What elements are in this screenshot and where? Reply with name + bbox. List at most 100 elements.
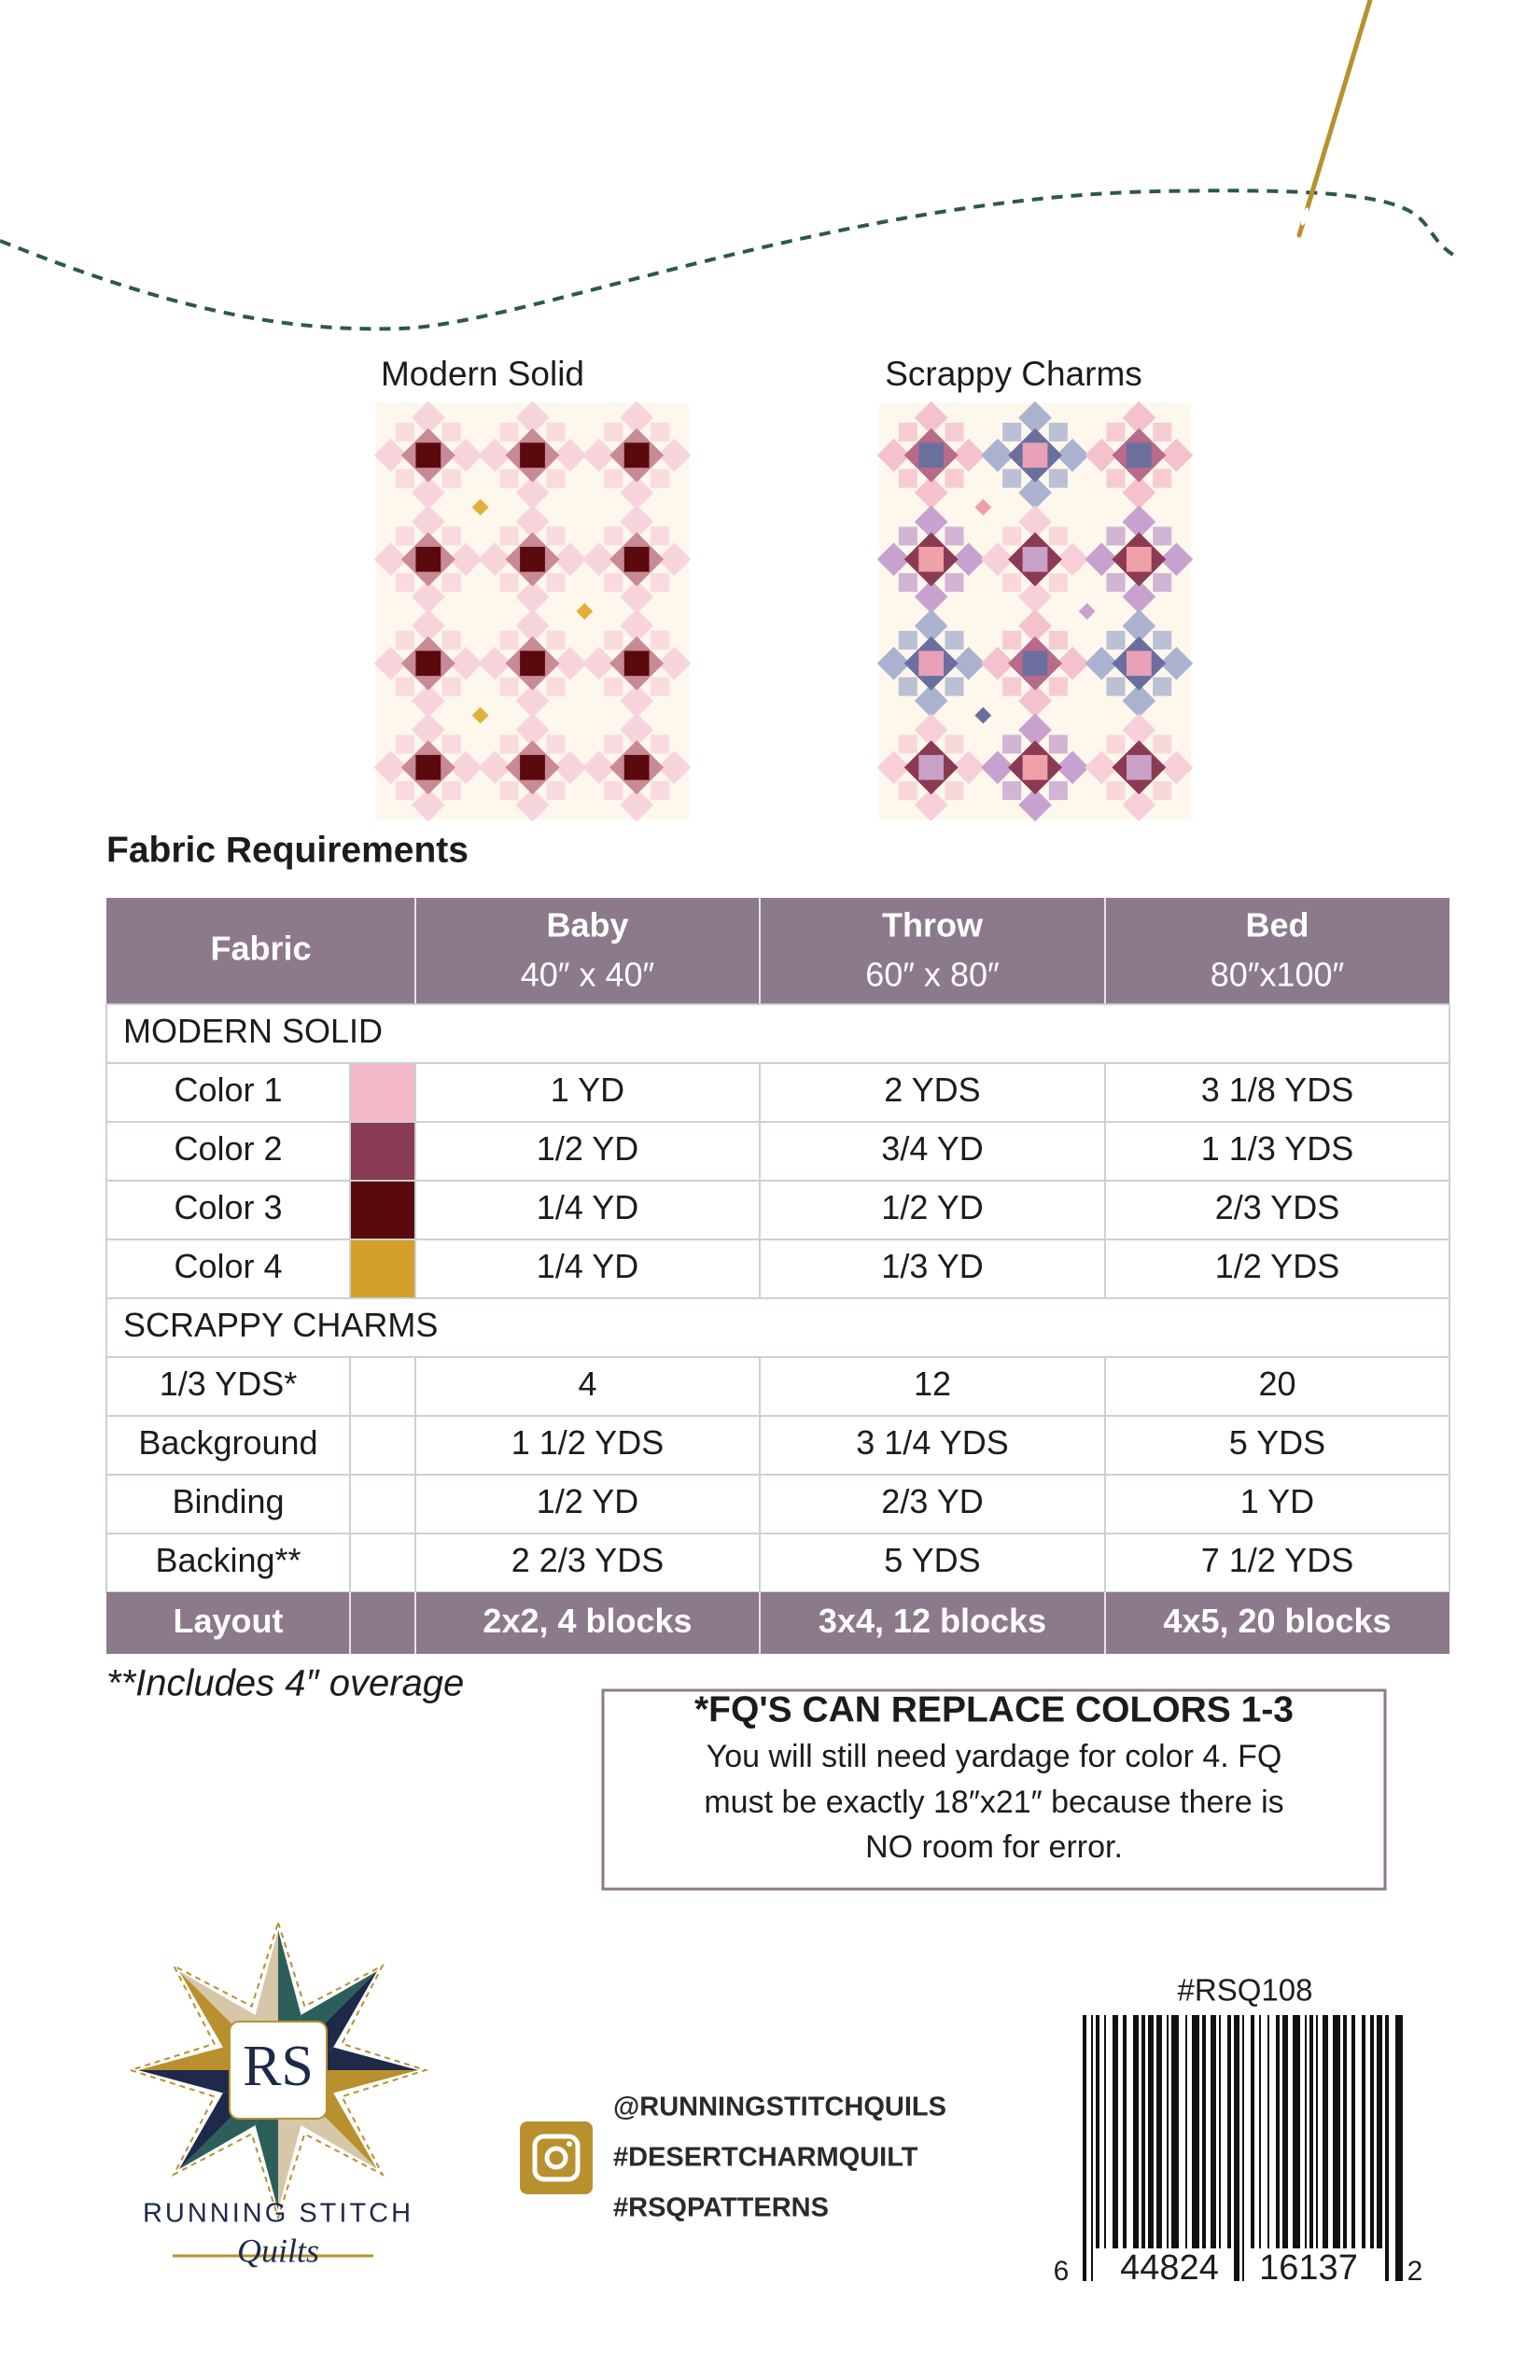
quilt-corner <box>1048 469 1068 488</box>
barcode-bar <box>1192 2015 1199 2248</box>
quilt-petal <box>1018 505 1052 539</box>
color-swatch <box>351 1123 414 1180</box>
table-header: Bed <box>1245 906 1309 945</box>
quilt-petal <box>620 788 654 822</box>
barcode-bar <box>1385 2015 1389 2281</box>
quilt-petal <box>657 646 692 680</box>
quilt-corner <box>945 422 964 441</box>
quilt-corner <box>1002 526 1022 546</box>
quilt-center <box>1126 546 1152 572</box>
quilt-corner <box>1153 630 1172 650</box>
quilt-corner <box>651 422 670 441</box>
social-handle: #RSQPATTERNS <box>613 2193 829 2223</box>
quilt-petal <box>582 750 616 785</box>
table-cell: Color 1 <box>174 1071 282 1109</box>
stitch-line <box>0 189 1458 331</box>
barcode-bar <box>1377 2015 1382 2248</box>
barcode-bar <box>1351 2015 1355 2248</box>
barcode-bar <box>1323 2015 1328 2248</box>
quilt-petal <box>914 400 948 435</box>
logo-plate <box>229 2021 328 2120</box>
quilt-center <box>415 651 441 677</box>
barcode-bar <box>1370 2015 1374 2248</box>
quilt-corner <box>1002 422 1022 441</box>
quilt-petal <box>478 542 512 577</box>
quilt-corner <box>499 735 519 754</box>
table-cell: 2 YDS <box>884 1071 980 1109</box>
quilt-corner <box>651 573 670 593</box>
quilt-corner <box>898 526 917 546</box>
table-row <box>105 1356 1450 1417</box>
logo-facet <box>178 2070 278 2170</box>
quilt-center <box>520 546 545 572</box>
quilt-corner <box>441 677 461 696</box>
quilt-petal <box>1122 684 1156 718</box>
quilt-accent <box>1078 603 1096 620</box>
barcode-bar <box>1395 2015 1403 2281</box>
table-header: Fabric <box>210 930 311 968</box>
logo-script: Quilts <box>237 2232 319 2269</box>
quilt-corner <box>945 781 964 801</box>
quilt-petal <box>1018 609 1052 643</box>
table-cell: 1 YD <box>1240 1482 1314 1520</box>
quilt-petal <box>1056 646 1089 680</box>
barcode-digits: 16137 <box>1259 2248 1358 2288</box>
quilt-corner <box>499 422 519 441</box>
barcode-bar <box>1309 2015 1313 2248</box>
quilt-corner <box>1002 781 1022 801</box>
quilt-corner <box>1048 781 1068 801</box>
table-cell: 2 2/3 YDS <box>511 1541 664 1579</box>
quilt-petal <box>478 438 512 472</box>
quilt-petal <box>449 750 483 785</box>
barcode-bar <box>1156 2015 1162 2248</box>
quilt-corner <box>499 469 519 488</box>
quilt-corner <box>546 422 566 441</box>
quilt-petal <box>553 438 587 472</box>
quilt-corner <box>945 573 964 593</box>
table-cell: 1/4 YD <box>537 1247 638 1285</box>
callout-line: NO room for error. <box>865 1829 1123 1865</box>
table-cell: 1/2 YDS <box>1215 1247 1339 1285</box>
sku: #RSQ108 <box>1178 1973 1313 2008</box>
quilt-petal <box>1159 542 1194 577</box>
quilt-petal <box>1018 684 1052 718</box>
quilt-center <box>520 442 545 469</box>
quilt-corner <box>651 469 670 488</box>
barcode-bar <box>1282 2015 1288 2248</box>
quilt-corner <box>945 735 964 754</box>
quilt-petal <box>951 750 986 785</box>
quilt-corner <box>441 526 461 546</box>
quilt-petal <box>478 750 512 785</box>
table-cell: Color 4 <box>174 1247 282 1285</box>
instagram-icon <box>520 2121 593 2194</box>
quilt-petal <box>515 713 550 747</box>
quilt-center <box>623 651 650 677</box>
barcode-bar <box>1333 2015 1340 2248</box>
quilt-petal <box>515 580 550 614</box>
quilt-corner <box>945 630 964 650</box>
quilt-petal <box>951 542 986 577</box>
barcode-bar <box>1123 2015 1127 2248</box>
quilt-corner <box>604 735 623 754</box>
logo-name: RUNNING STITCH <box>143 2199 413 2229</box>
quilt-corner <box>546 573 566 593</box>
barcode-bar <box>1362 2015 1365 2248</box>
quilt-petal <box>620 505 654 539</box>
quilt-center <box>520 754 545 780</box>
quilt-corner <box>1153 573 1172 593</box>
quilt-corner <box>395 422 414 441</box>
table-cell: 5 YDS <box>884 1541 980 1579</box>
quilt-caption: Scrappy Charms <box>885 355 1142 393</box>
barcode-bar <box>1202 2015 1206 2248</box>
quilt-corner <box>898 677 917 696</box>
table-cell: 1/3 YD <box>881 1247 983 1285</box>
table-cell: 5 YDS <box>1229 1423 1325 1462</box>
quilt-corner <box>1106 573 1126 593</box>
quilt-corner <box>1106 422 1126 441</box>
quilt-corner <box>1002 677 1022 696</box>
barcode-bar <box>1083 2015 1086 2281</box>
quilt-corner <box>898 422 917 441</box>
color-swatch <box>351 1064 414 1121</box>
table-cell: Background <box>138 1423 317 1462</box>
